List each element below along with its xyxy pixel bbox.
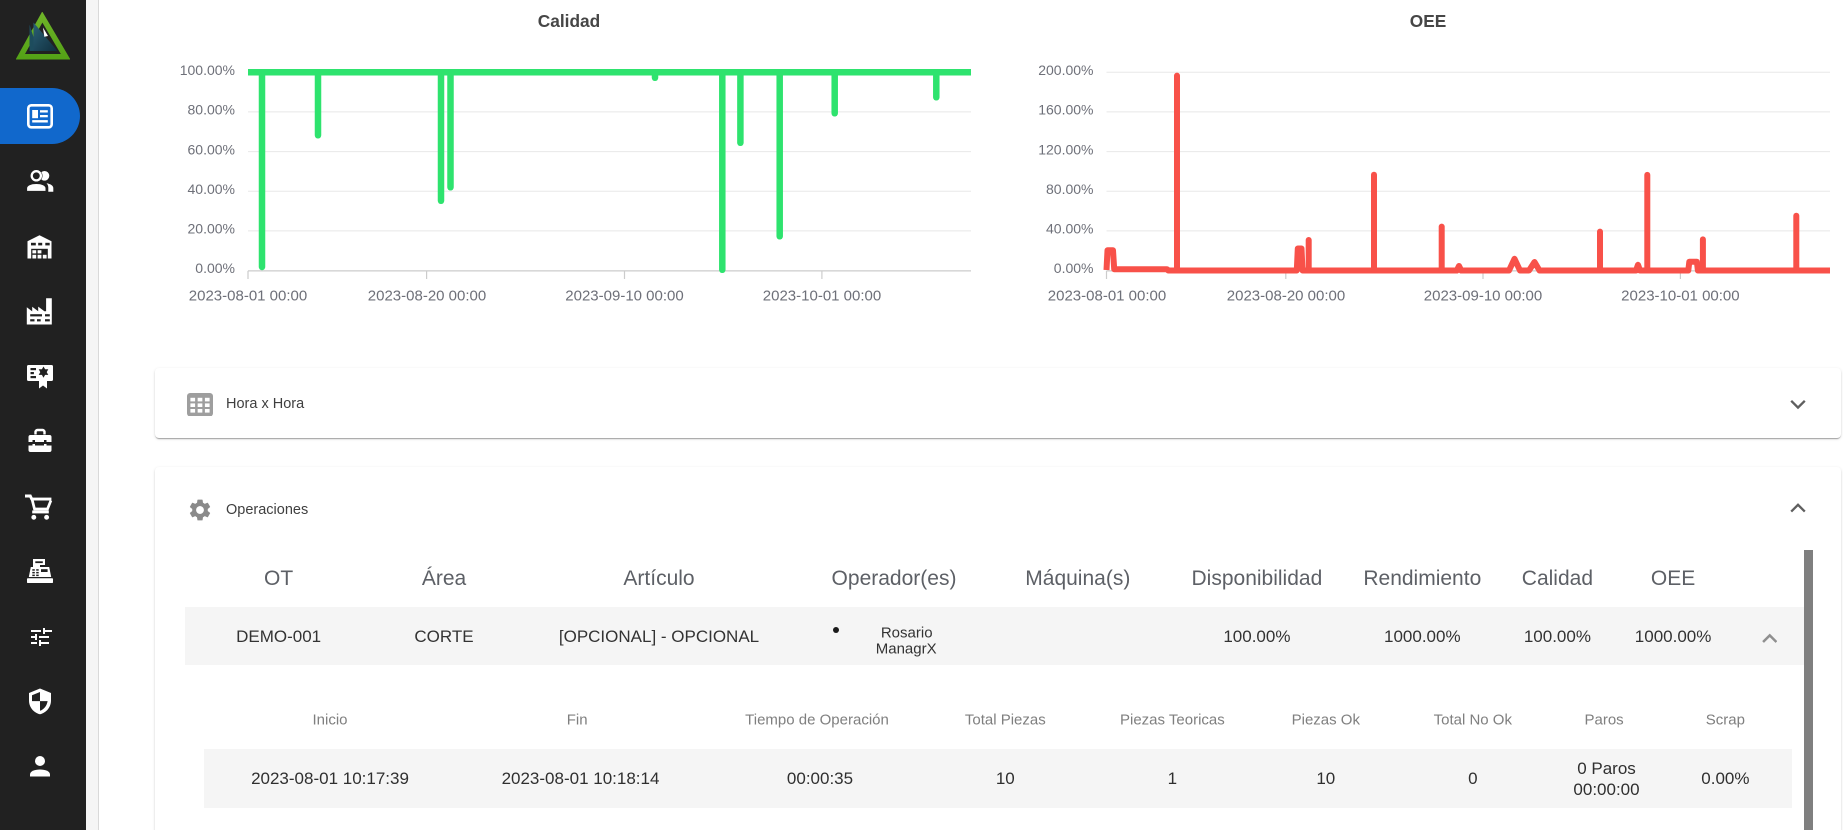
svg-text:Calidad: Calidad <box>538 11 600 31</box>
svg-text:120.00%: 120.00% <box>1038 141 1093 157</box>
svg-text:200.00%: 200.00% <box>1038 62 1093 78</box>
svg-text:40.00%: 40.00% <box>1046 221 1093 237</box>
svg-text:2023-09-10 00:00: 2023-09-10 00:00 <box>1424 288 1542 305</box>
svg-text:160.00%: 160.00% <box>1038 102 1093 118</box>
svg-text:100.00%: 100.00% <box>180 62 235 78</box>
svg-text:2023-08-20 00:00: 2023-08-20 00:00 <box>368 288 486 305</box>
svg-text:OEE: OEE <box>1410 11 1447 31</box>
svg-text:60.00%: 60.00% <box>188 141 235 157</box>
svg-text:20.00%: 20.00% <box>188 221 235 237</box>
svg-text:2023-10-01 00:00: 2023-10-01 00:00 <box>763 288 881 305</box>
svg-text:2023-08-01 00:00: 2023-08-01 00:00 <box>1048 288 1166 305</box>
svg-text:2023-10-01 00:00: 2023-10-01 00:00 <box>1621 288 1739 305</box>
svg-text:80.00%: 80.00% <box>188 102 235 118</box>
svg-text:80.00%: 80.00% <box>1046 181 1093 197</box>
svg-text:2023-08-01 00:00: 2023-08-01 00:00 <box>189 288 307 305</box>
svg-text:0.00%: 0.00% <box>1054 260 1094 276</box>
svg-text:2023-08-20 00:00: 2023-08-20 00:00 <box>1227 288 1345 305</box>
svg-text:2023-09-10 00:00: 2023-09-10 00:00 <box>565 288 683 305</box>
svg-text:0.00%: 0.00% <box>195 260 235 276</box>
svg-text:40.00%: 40.00% <box>188 181 235 197</box>
